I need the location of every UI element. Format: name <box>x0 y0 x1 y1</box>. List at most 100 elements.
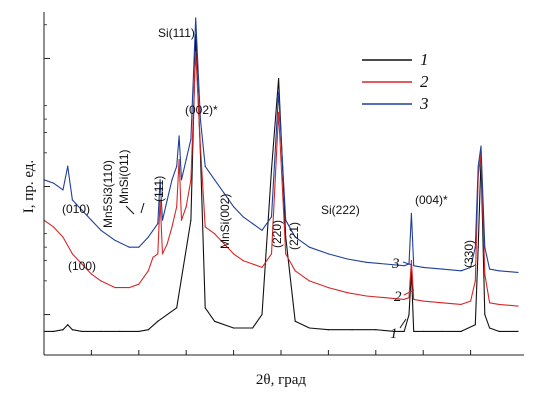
series-1-point <box>408 313 410 316</box>
series-2-point <box>157 253 159 255</box>
peak-label: Si(111) <box>158 26 195 40</box>
series-1-point <box>204 307 206 309</box>
series-layer <box>43 17 519 333</box>
series-1-point <box>52 330 55 333</box>
series-3-point <box>199 118 202 120</box>
series-2-point <box>474 280 476 282</box>
series-1-point <box>157 320 159 322</box>
series-3-point <box>233 206 235 208</box>
series-1-point <box>67 324 69 326</box>
series-1-point <box>62 329 64 331</box>
series-1-point <box>190 219 192 221</box>
series-3-point <box>62 189 64 191</box>
series-3-point <box>460 270 462 272</box>
peak-label: Si(222) <box>321 203 360 217</box>
series-2-point <box>214 233 216 235</box>
series-2-point <box>233 253 235 255</box>
peak-label: (330) <box>462 240 476 268</box>
series-2-point <box>365 295 367 297</box>
legend-label-3: 3 <box>419 94 429 113</box>
series-3-point <box>285 219 287 221</box>
series-2-point <box>159 199 161 201</box>
series-3-point <box>294 236 296 238</box>
series-3-point <box>100 229 102 231</box>
series-2-point <box>199 145 202 147</box>
peak-label: (010) <box>62 202 90 216</box>
series-2-point <box>408 297 410 299</box>
legend: 1 2 3 <box>362 50 429 113</box>
curve-leader-1 <box>399 318 407 329</box>
peak-label: Mn5Si3(110) <box>101 160 115 228</box>
series-1-point <box>251 327 254 329</box>
series-2-point <box>147 270 149 272</box>
series-3-point <box>171 179 173 181</box>
curve-leader-2 <box>403 289 415 296</box>
series-2-point <box>484 273 486 275</box>
series-3-point <box>147 236 149 238</box>
series-2-point <box>128 287 130 289</box>
series-2-point <box>242 260 244 262</box>
series-1-point <box>176 307 178 309</box>
series-1-point <box>119 330 121 333</box>
peak-label: (100) <box>68 259 96 273</box>
series-1-point <box>394 330 396 333</box>
series-3-point <box>327 253 329 255</box>
series-2-point <box>327 287 329 289</box>
series-3-point <box>114 239 116 242</box>
series-1-point <box>441 330 443 333</box>
series-2-point <box>384 297 386 299</box>
series-3-point <box>365 261 367 263</box>
series-1-point <box>413 330 415 333</box>
series-2-point <box>441 302 443 304</box>
series-1-point <box>403 330 405 333</box>
series-2-point <box>81 263 83 265</box>
series-3-point <box>204 165 206 167</box>
series-3-point <box>251 222 254 225</box>
series-2-point <box>278 111 280 113</box>
series-3-point <box>346 258 348 260</box>
series-3-point <box>270 216 273 218</box>
series-2-point <box>185 206 187 208</box>
series-3-point <box>441 268 443 270</box>
series-2-point <box>180 219 183 221</box>
series-3-point <box>308 246 311 248</box>
series-1-point <box>474 324 476 326</box>
series-1-point <box>100 330 102 333</box>
series-3-point <box>470 266 472 268</box>
series-2-point <box>460 303 462 306</box>
series-1-point <box>214 320 216 322</box>
series-2-point <box>152 256 154 258</box>
curve-label-2: 2 <box>394 289 402 305</box>
series-3-point <box>223 192 225 194</box>
series-2-point <box>190 179 192 181</box>
series-2-point <box>294 270 296 272</box>
annotation-arrow <box>140 202 145 214</box>
series-3-point <box>278 91 280 93</box>
series-3-point <box>81 209 83 211</box>
peak-label: MnSi(002) <box>218 194 232 249</box>
axis-layer <box>43 12 524 356</box>
series-2-point <box>403 298 405 300</box>
series-3-point <box>488 268 491 270</box>
series-3-point <box>242 216 244 218</box>
series-1-point <box>327 329 329 331</box>
series-3-point <box>480 145 482 147</box>
x-axis-label: 2θ, град <box>256 372 306 388</box>
series-3-point <box>185 158 187 161</box>
series-3-point <box>52 182 55 184</box>
legend-label-2: 2 <box>420 72 429 91</box>
series-1-point <box>375 329 377 331</box>
series-3-point <box>384 263 386 265</box>
series-2-point <box>308 280 311 282</box>
series-3-point <box>261 229 263 231</box>
series-1-point <box>261 313 263 316</box>
series-1-point <box>308 327 311 329</box>
series-2-point <box>346 292 348 294</box>
peak-label: (221) <box>287 222 301 250</box>
peak-label: (004)* <box>415 193 448 207</box>
curve-leader-3 <box>402 261 413 266</box>
annotation-arrow <box>125 205 135 215</box>
series-2-point <box>195 51 197 53</box>
series-1-point <box>233 327 235 329</box>
